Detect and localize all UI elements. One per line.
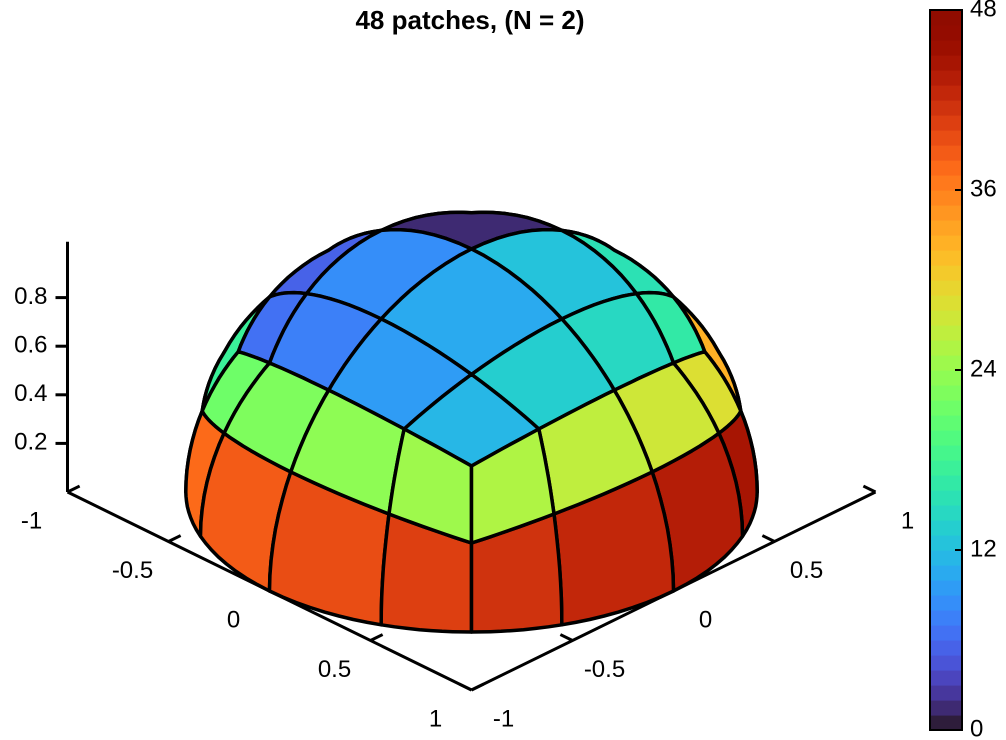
colorbar-cell <box>930 625 962 641</box>
colorbar-cell <box>930 460 962 476</box>
colorbar-cell <box>930 100 962 116</box>
colorbar-cell <box>930 10 962 26</box>
z-tick-label: 0.4 <box>14 380 47 407</box>
colorbar-cell <box>930 310 962 326</box>
colorbar-cell <box>930 205 962 221</box>
x-tick-label: 0.5 <box>318 656 351 683</box>
y-tick <box>458 682 473 692</box>
x-tick <box>369 633 384 642</box>
colorbar-cell <box>930 655 962 671</box>
surface-patch <box>469 427 556 545</box>
z-tick-label: 0.8 <box>14 283 47 310</box>
colorbar-cell <box>930 295 962 311</box>
x-tick-label: -0.5 <box>112 557 153 584</box>
colorbar-tick-label: 36 <box>970 175 997 202</box>
colorbar-cell <box>930 580 962 596</box>
colorbar-cell <box>930 325 962 341</box>
colorbar-cell <box>930 85 962 101</box>
y-tick-label: 0 <box>699 606 712 633</box>
colorbar-cell <box>930 145 962 161</box>
colorbar-cell <box>930 55 962 71</box>
colorbar-cell <box>930 685 962 701</box>
colorbar-tick-label: 0 <box>970 715 983 740</box>
x-tick <box>167 534 182 543</box>
x-tick <box>470 682 485 692</box>
colorbar-cell <box>930 445 962 461</box>
colorbar-cell <box>930 175 962 191</box>
colorbar-cell <box>930 190 962 206</box>
colorbar-cell <box>930 670 962 686</box>
y-tick-label: 0.5 <box>790 557 823 584</box>
colorbar-cell <box>930 160 962 176</box>
colorbar-tick-label: 12 <box>970 535 997 562</box>
colorbar-cell <box>930 250 962 266</box>
colorbar-cell <box>930 25 962 41</box>
colorbar-cell <box>930 130 962 146</box>
colorbar-cell <box>930 505 962 521</box>
colorbar-cell <box>930 280 962 296</box>
colorbar-cell <box>930 115 962 131</box>
colorbar-cell <box>930 640 962 656</box>
y-tick-label: -0.5 <box>584 656 625 683</box>
y-tick <box>862 484 877 494</box>
colorbar-cell <box>930 70 962 86</box>
colorbar-cell <box>930 415 962 431</box>
colorbar-cell <box>930 400 962 416</box>
x-tick-label: -1 <box>21 507 42 534</box>
z-tick-label: 0.6 <box>14 332 47 359</box>
colorbar-cell <box>930 535 962 551</box>
colorbar-cell <box>930 220 962 236</box>
z-tick-label: 0.2 <box>14 429 47 456</box>
colorbar-cell <box>930 475 962 491</box>
x-tick <box>66 484 81 494</box>
colorbar-cell <box>930 700 962 716</box>
y-tick <box>559 633 574 642</box>
colorbar-cell <box>930 40 962 56</box>
colorbar-cell <box>930 595 962 611</box>
colorbar-cell <box>930 490 962 506</box>
colorbar-cell <box>930 550 962 566</box>
x-tick-label: 0 <box>227 606 240 633</box>
colorbar-cell <box>930 520 962 536</box>
colorbar-cell <box>930 565 962 581</box>
colorbar-cell <box>930 235 962 251</box>
chart-title: 48 patches, (N = 2) <box>355 5 584 35</box>
colorbar-cell <box>930 430 962 446</box>
y-tick <box>761 534 776 543</box>
y-tick-label: -1 <box>493 705 514 732</box>
y-tick-label: 1 <box>901 507 914 534</box>
colorbar-cell <box>930 340 962 356</box>
colorbar-cell <box>930 355 962 371</box>
colorbar-cell <box>930 610 962 626</box>
x-tick-label: 1 <box>429 705 442 732</box>
colorbar-cell <box>930 385 962 401</box>
colorbar-cell <box>930 370 962 386</box>
colorbar-cell <box>930 265 962 281</box>
colorbar-tick-label: 48 <box>970 0 997 22</box>
colorbar-tick-label: 24 <box>970 355 997 382</box>
colorbar-cell <box>930 715 962 731</box>
